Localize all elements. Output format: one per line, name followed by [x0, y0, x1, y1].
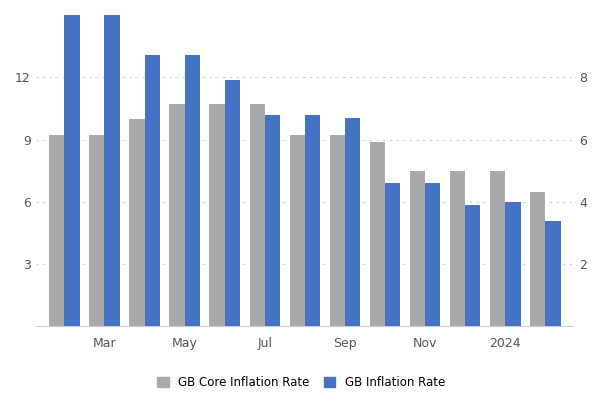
Bar: [465, 205, 480, 326]
Bar: [49, 136, 64, 326]
Bar: [290, 136, 305, 326]
Bar: [385, 183, 400, 326]
Bar: [345, 118, 360, 326]
Bar: [410, 171, 425, 326]
Bar: [144, 55, 160, 326]
Bar: [490, 171, 505, 326]
Bar: [305, 115, 320, 326]
Bar: [105, 12, 120, 326]
Bar: [89, 136, 105, 326]
Bar: [185, 55, 200, 326]
Bar: [370, 142, 385, 326]
Bar: [450, 171, 465, 326]
Bar: [330, 136, 345, 326]
Bar: [129, 119, 144, 326]
Bar: [505, 202, 521, 326]
Bar: [250, 104, 265, 326]
Bar: [265, 115, 280, 326]
Bar: [225, 81, 240, 326]
Bar: [209, 104, 225, 326]
Bar: [530, 192, 545, 326]
Bar: [545, 221, 560, 326]
Bar: [64, 2, 79, 326]
Legend: GB Core Inflation Rate, GB Inflation Rate: GB Core Inflation Rate, GB Inflation Rat…: [151, 370, 451, 395]
Bar: [425, 183, 440, 326]
Bar: [169, 104, 185, 326]
